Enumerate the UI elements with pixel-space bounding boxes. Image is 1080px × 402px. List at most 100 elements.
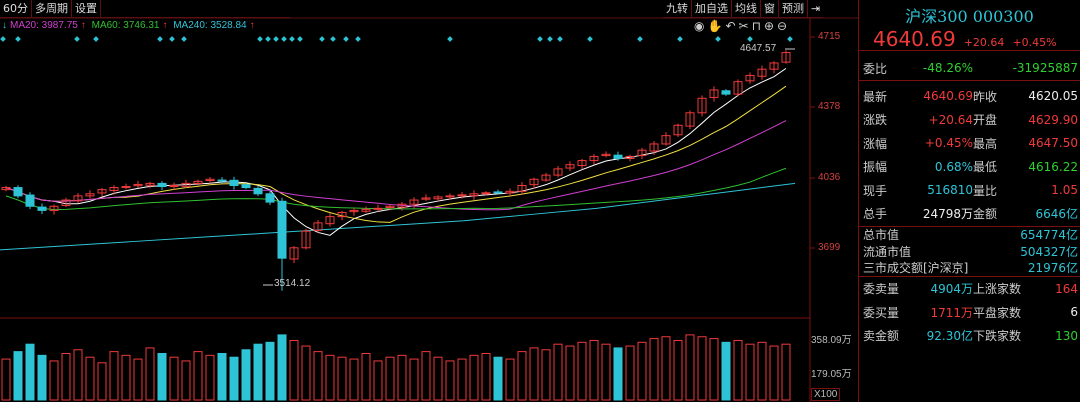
volume-bar <box>673 339 683 401</box>
candle-body <box>157 182 167 188</box>
signal-marker <box>157 36 163 42</box>
hand-icon[interactable]: ✋ <box>707 19 726 33</box>
candle-body <box>217 179 227 182</box>
multi-period-button[interactable]: 多周期 <box>32 0 72 18</box>
price-tick: 4715 <box>818 31 841 42</box>
signal-marker <box>715 36 721 42</box>
volume-bar <box>601 343 611 401</box>
zoom-out-icon[interactable]: ⊖ <box>777 19 791 33</box>
volume-bar <box>373 360 383 401</box>
candle-body <box>49 205 59 211</box>
candle-body <box>613 154 623 159</box>
volume-bar <box>361 352 371 401</box>
kline-chart[interactable] <box>0 0 858 402</box>
candle-body <box>421 197 431 200</box>
volume-bar <box>37 354 47 401</box>
signal-marker <box>273 36 279 42</box>
volume-bar <box>349 358 359 401</box>
volume-bar <box>529 347 539 401</box>
row-value-2: 1.05 <box>1051 183 1078 198</box>
candle-body <box>61 199 71 206</box>
volume-bar <box>613 347 623 401</box>
volume-bar <box>577 341 587 401</box>
market-row: 三市成交额[沪深京] 21976亿 <box>859 260 1080 277</box>
ma20-label: MA20: 3987.75 <box>10 20 78 31</box>
candle-body <box>733 81 743 95</box>
add-watchlist-button[interactable]: 加自选 <box>692 0 732 18</box>
volume-bar <box>253 343 263 401</box>
candle-body <box>301 230 311 249</box>
window-button[interactable]: 窗 <box>761 0 779 18</box>
signal-marker <box>547 36 553 42</box>
signal-marker <box>447 36 453 42</box>
candle-body <box>385 205 395 209</box>
volume-bar <box>133 358 143 401</box>
volume-tick: 179.05万 <box>811 369 852 380</box>
row-label-2: 下跌家数 <box>973 329 1022 344</box>
row-value-2: 4620.05 <box>1028 89 1078 104</box>
up-arrow-icon: ↑ <box>249 20 255 31</box>
collapse-icon[interactable]: ⇥ <box>811 1 821 15</box>
period-60min-button[interactable]: 60分 <box>0 0 32 18</box>
ma240-label: MA240: 3528.84 <box>173 20 247 31</box>
candle-body <box>457 194 467 197</box>
row-label: 委卖量 <box>863 282 900 297</box>
candle-body <box>97 189 107 194</box>
quote-row: 委卖量 4904万 上涨家数 164 <box>859 277 1080 301</box>
candle-body <box>469 193 479 197</box>
undo-icon[interactable]: ↶ <box>725 19 739 33</box>
eye-icon[interactable]: ◉ <box>694 19 708 33</box>
quote-row: 委买量 1711万 平盘家数 6 <box>859 301 1080 325</box>
market-label: 总市值 <box>863 228 900 243</box>
volume-bar <box>229 356 239 401</box>
settings-button[interactable]: 设置 <box>72 0 101 18</box>
candle-body <box>193 180 203 184</box>
volume-bar <box>385 356 395 401</box>
weibi-label: 委比 <box>863 61 888 76</box>
candle-body <box>769 62 779 70</box>
forecast-button[interactable]: 预测 <box>779 0 808 18</box>
row-value: 516810 <box>927 183 973 198</box>
quote-row: 卖金额 92.30亿 下跌家数 130 <box>859 324 1080 348</box>
candle-body <box>241 184 251 189</box>
candle-body <box>649 143 659 152</box>
volume-bar <box>457 358 467 401</box>
volume-bar <box>745 343 755 401</box>
volume-bar <box>301 345 311 401</box>
candle-body <box>349 209 359 213</box>
signal-marker <box>747 36 753 42</box>
volume-bar <box>73 349 83 401</box>
quote-row: 现手 516810 量比 1.05 <box>859 179 1080 203</box>
candle-body <box>109 187 119 191</box>
volume-bar <box>25 343 35 401</box>
candle-body <box>673 124 683 136</box>
weibi-row: 委比 -48.26% -31925887 <box>859 57 1080 81</box>
market-value: 504327亿 <box>1020 244 1078 259</box>
volume-bar <box>325 354 335 401</box>
row-label: 振幅 <box>863 160 888 175</box>
volume-bar <box>121 354 131 401</box>
volume-bar <box>97 362 107 401</box>
signal-marker <box>289 36 295 42</box>
row-value-2: 4647.50 <box>1028 136 1078 151</box>
volume-bar <box>1 358 11 401</box>
candle-body <box>493 191 503 194</box>
signal-marker <box>15 36 21 42</box>
zoom-in-icon[interactable]: ⊕ <box>763 19 777 33</box>
candle-body <box>409 199 419 205</box>
scissors-icon[interactable]: ✂ <box>738 19 752 33</box>
volume-bar <box>481 352 491 401</box>
quote-row: 总手 24798万 金额 6646亿 <box>859 202 1080 226</box>
volume-bar <box>589 339 599 401</box>
row-label: 涨跌 <box>863 113 888 128</box>
jiuzhuan-button[interactable]: 九转 <box>663 0 692 18</box>
row-value-2: 130 <box>1055 328 1078 343</box>
signal-marker <box>74 36 80 42</box>
ma240-line <box>0 182 796 251</box>
volume-bar <box>145 347 155 401</box>
candle-body <box>145 182 155 186</box>
lock-icon[interactable]: ⊓ <box>751 19 764 33</box>
price-change-pct: +0.45% <box>1012 36 1057 49</box>
ma-button[interactable]: 均线 <box>732 0 761 18</box>
candle-body <box>229 179 239 186</box>
